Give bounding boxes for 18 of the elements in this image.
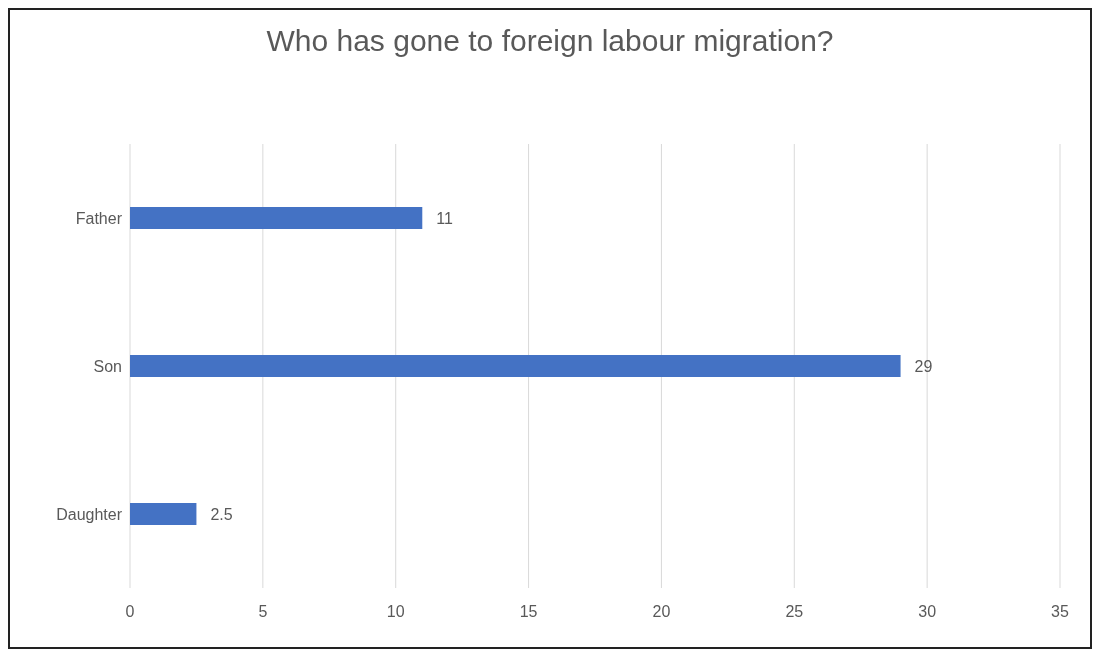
bar <box>130 503 197 525</box>
x-tick-label: 30 <box>918 603 937 621</box>
x-tick-label: 5 <box>258 603 268 621</box>
bar <box>130 355 901 377</box>
chart-title: Who has gone to foreign labour migration? <box>265 24 835 59</box>
x-tick-label: 0 <box>125 603 135 621</box>
y-tick-label: Father <box>75 209 123 227</box>
x-tick-label: 10 <box>386 603 405 621</box>
x-tick-label: 20 <box>652 603 671 621</box>
y-tick-label: Daughter <box>56 505 123 523</box>
data-label: 11 <box>436 209 453 227</box>
bar <box>130 207 423 229</box>
x-tick-label: 25 <box>785 603 804 621</box>
y-tick-label: Son <box>93 357 122 375</box>
data-label: 29 <box>914 357 933 375</box>
x-tick-label: 35 <box>1051 603 1069 621</box>
x-tick-label: 15 <box>519 603 538 621</box>
data-label: 2.5 <box>210 505 233 523</box>
